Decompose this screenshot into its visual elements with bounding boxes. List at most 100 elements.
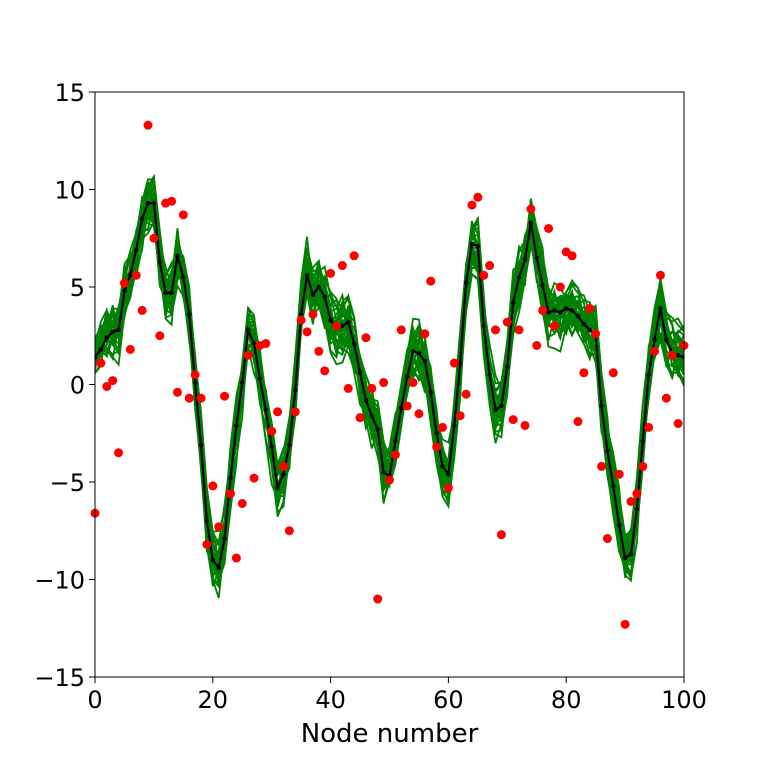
mean-point [469, 241, 475, 247]
x-tick-label: 40 [315, 686, 346, 714]
mean-point [216, 565, 221, 570]
observation-point [225, 489, 235, 499]
observation-point [608, 368, 618, 378]
mean-point [245, 327, 251, 333]
mean-point [298, 312, 304, 317]
observation-point [420, 329, 430, 339]
mean-point [210, 557, 215, 563]
observation-point [337, 261, 347, 271]
observation-point [273, 407, 283, 417]
observation-point [644, 422, 654, 432]
observation-point [491, 325, 501, 335]
mean-point [104, 335, 109, 340]
observation-point [114, 448, 124, 458]
mean-point [575, 314, 581, 319]
observation-point [538, 305, 548, 315]
mean-point [145, 200, 151, 206]
observation-point [602, 534, 612, 544]
mean-point [463, 280, 469, 286]
x-axis: 0 20 40 60 80 100 [87, 677, 707, 714]
observation-point [137, 305, 147, 315]
observation-point [655, 270, 665, 280]
mean-point [187, 312, 192, 317]
mean-point [528, 220, 534, 225]
observation-point [178, 210, 188, 220]
mean-point [222, 536, 227, 541]
observation-point [149, 233, 159, 243]
y-tick-label: 0 [70, 372, 85, 400]
observation-point [202, 539, 212, 549]
observation-point [361, 333, 371, 343]
mean-point [516, 275, 522, 280]
mean-point [346, 319, 351, 325]
observation-point [214, 522, 224, 532]
observation-point [485, 261, 495, 271]
observation-point [555, 282, 565, 292]
x-tick-label: 0 [87, 686, 102, 714]
observation-point [402, 401, 412, 411]
observation-point [461, 389, 471, 399]
mean-point [675, 353, 681, 358]
observation-point [638, 461, 648, 471]
observation-point [385, 475, 394, 485]
observation-point [284, 526, 294, 536]
mean-point [399, 405, 404, 411]
observation-point [614, 469, 624, 479]
mean-point [634, 507, 640, 512]
observation-point [125, 344, 135, 354]
observation-point [355, 413, 365, 423]
observation-point [278, 461, 288, 471]
mean-point [163, 290, 168, 296]
mean-point [228, 475, 233, 481]
observation-point [426, 276, 436, 286]
mean-point [534, 255, 539, 260]
mean-point [275, 485, 280, 491]
mean-point [564, 306, 569, 311]
observation-point [620, 619, 630, 629]
observation-point [331, 321, 341, 331]
mean-point [493, 407, 498, 413]
mean-point [617, 522, 622, 528]
observation-point [208, 481, 218, 491]
observation-point [108, 376, 118, 386]
mean-point [175, 253, 180, 258]
x-tick-label: 80 [551, 686, 582, 714]
observation-point [320, 366, 330, 376]
mean-point [652, 337, 657, 342]
mean-point [434, 431, 439, 436]
observation-point [220, 391, 230, 401]
observation-point [326, 268, 336, 278]
mean-point [234, 423, 239, 428]
observation-point [502, 317, 512, 327]
observation-point [408, 378, 418, 388]
x-tick-label: 100 [661, 686, 707, 714]
observation-point [184, 393, 194, 403]
mean-point [475, 243, 481, 249]
observation-point [290, 407, 300, 417]
observation-point [632, 489, 642, 499]
mean-point [269, 444, 274, 450]
observation-point [438, 422, 448, 432]
observation-point [296, 315, 306, 325]
observation-point [367, 383, 377, 393]
mean-point [98, 347, 104, 352]
observation-point [573, 417, 583, 427]
observation-point [190, 370, 200, 380]
mean-point [522, 257, 528, 262]
mean-point [558, 310, 563, 315]
observation-point [119, 278, 129, 288]
mean-point [369, 413, 375, 418]
mean-point [569, 308, 575, 313]
mean-point [505, 364, 510, 370]
observation-point [131, 270, 141, 280]
y-tick-label: 15 [54, 79, 85, 107]
mean-point [110, 329, 115, 335]
mean-point [116, 327, 121, 333]
mean-point [139, 216, 145, 221]
mean-point [198, 442, 204, 448]
observation-point [249, 473, 259, 483]
mean-point [446, 472, 451, 477]
observation-point [314, 346, 324, 356]
mean-point [287, 442, 292, 448]
